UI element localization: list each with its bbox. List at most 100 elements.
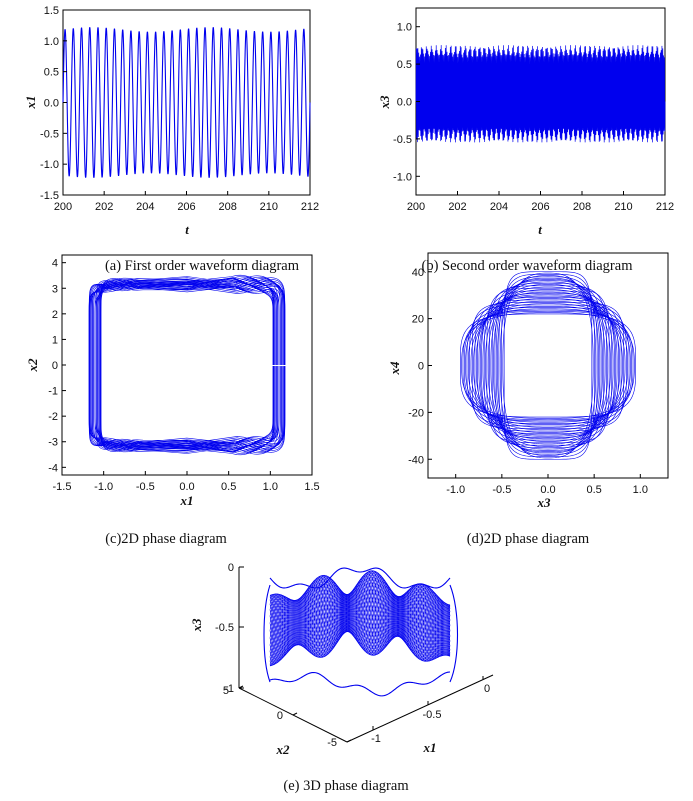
panel-a-ylabel: x1 xyxy=(23,96,38,110)
panel-d-orbit-loop xyxy=(501,274,595,457)
panel-d-orbit-loop xyxy=(493,281,603,450)
panel-c-orbit-loop xyxy=(96,277,278,453)
panel-d-orbit-loop xyxy=(467,305,629,426)
x-tick-label: -1.5 xyxy=(53,481,72,493)
panel-a-series-x1 xyxy=(62,27,311,178)
panel-e-ylabel: x2 xyxy=(276,742,291,757)
panel-e-3d-phase: 0-0.5-150-5 -1-0.50 x2 x1 x3 (e) 3D phase… xyxy=(189,562,494,794)
panel-d-orbit-loop xyxy=(491,282,605,449)
panel-d-orbit-loop xyxy=(489,285,607,446)
panel-d-orbit-loop xyxy=(485,289,611,442)
panel-b-second-order-waveform: 200 202 204 206 208 210 212 1.0 0.5 0.0 -0.5 -1.0 t… xyxy=(377,7,674,274)
y-tick-label: 4 xyxy=(52,258,58,270)
panel-d-orbit-loop xyxy=(463,309,633,422)
panel-d-orbit-loop xyxy=(478,295,618,436)
panel-d-caption: (d)2D phase diagram xyxy=(467,531,590,547)
y-tick-label: -5 xyxy=(327,737,337,749)
y-tick-label: 40 xyxy=(412,267,424,279)
panel-c-orbit-loop xyxy=(92,276,282,454)
panel-e-envelope-top xyxy=(269,567,451,589)
panel-c-2d-phase-x1-x2: -1.5 -1.0 -0.5 0.0 0.5 1.0 1.5 4 3 2 1 0 -1 -2 -3 -4 x1… xyxy=(25,254,320,547)
x-tick-label: 0.5 xyxy=(587,484,602,496)
y-tick-mark xyxy=(346,739,352,743)
z-tick-label: -0.5 xyxy=(215,622,234,634)
y-tick-label: 20 xyxy=(412,314,424,326)
y-tick-label: 0 xyxy=(52,360,58,372)
panel-c-orbit-loop xyxy=(88,282,286,448)
y-tick-label: 0.5 xyxy=(44,67,59,79)
x-tick-label: -1.0 xyxy=(94,481,113,493)
y-tick-label: -2 xyxy=(48,411,58,423)
x-tick-label: 204 xyxy=(490,201,508,213)
panel-d-ylabel: x4 xyxy=(387,361,402,376)
panel-d-orbit-loop xyxy=(483,290,613,441)
panel-c-orbit-loop xyxy=(89,279,285,451)
y-tick-label: -0.5 xyxy=(393,134,412,146)
panel-e-trajectory-strand xyxy=(269,571,451,662)
panel-d-orbit-loop xyxy=(498,276,598,455)
panel-c-orbit-loop xyxy=(93,285,281,445)
panel-c-orbit-loop xyxy=(89,281,285,449)
panel-a-caption: (a) First order waveform diagram xyxy=(105,258,300,274)
panel-d-ticks: -1.0 -0.5 0.0 0.5 1.0 40 20 0 -20 -40 xyxy=(408,267,648,496)
panel-c-orbit-loop xyxy=(100,276,274,454)
x-tick-label: 210 xyxy=(260,201,278,213)
x-tick-label: 206 xyxy=(531,201,549,213)
panel-a-xlabel: t xyxy=(185,222,189,237)
x-tick-label: 208 xyxy=(573,201,591,213)
panel-a-traces xyxy=(62,27,311,178)
panel-c-orbit-loop xyxy=(98,278,276,452)
panel-c-orbit-loop xyxy=(100,279,274,451)
panel-d-orbit-loop xyxy=(497,277,599,454)
y-tick-label: 1.5 xyxy=(44,5,59,17)
y-tick-label: 0.0 xyxy=(44,98,59,110)
x-tick-label: -0.5 xyxy=(136,481,155,493)
panel-a-ticks: 200 202 204 206 208 210 212 1.5 1.0 0.5 0.0 -0.5 -1.… xyxy=(40,5,319,213)
panel-d-traces xyxy=(460,271,636,460)
z-tick-label: -1 xyxy=(224,683,234,695)
y-tick-label: -1.0 xyxy=(393,171,412,183)
z-tick-label: 0 xyxy=(228,562,234,574)
panel-d-orbit-loop xyxy=(503,271,593,460)
panel-e-traces xyxy=(263,567,458,697)
y-tick-mark xyxy=(238,685,244,689)
x-tick-label: 208 xyxy=(218,201,236,213)
y-tick-label: 1 xyxy=(52,334,58,346)
panel-b-xlabel: t xyxy=(538,222,542,237)
panel-e-trajectory-strand xyxy=(269,572,451,661)
panel-c-ticks: -1.5 -1.0 -0.5 0.0 0.5 1.0 1.5 4 3 2 1 0 -1 -2 -3 -4 xyxy=(48,258,319,493)
y-tick-label: -0.5 xyxy=(40,128,59,140)
panel-d-orbit-loop xyxy=(494,280,602,451)
panel-b-traces xyxy=(415,45,666,143)
y-tick-label: -20 xyxy=(408,407,424,419)
x-tick-label: 202 xyxy=(95,201,113,213)
panel-c-xlabel: x1 xyxy=(180,493,194,508)
panel-b-ylabel: x3 xyxy=(377,95,392,110)
panel-e-trajectory-strand xyxy=(269,570,451,662)
panel-e-envelope-bottom xyxy=(269,671,451,697)
panel-b-ticks: 200 202 204 206 208 210 212 1.0 0.5 0.0 -0.5 -1.0 xyxy=(393,22,674,213)
panel-e-trajectory-strand xyxy=(269,571,451,661)
panel-c-orbit-loop xyxy=(97,280,277,450)
x-tick-label: 210 xyxy=(614,201,632,213)
panel-d-orbit-loop xyxy=(462,311,634,420)
panel-d-orbit-loop xyxy=(466,307,630,424)
panel-c-orbit-loop xyxy=(96,281,278,449)
panel-c-orbit-loop xyxy=(100,282,274,448)
y-tick-label: 0.5 xyxy=(397,59,412,71)
x-tick-label: 200 xyxy=(54,201,72,213)
panel-c-orbit-loop xyxy=(97,277,277,453)
y-tick-label: 3 xyxy=(52,283,58,295)
y-tick-label: 0 xyxy=(418,361,424,373)
panel-e-envelope-left xyxy=(263,584,271,683)
y-tick-label: -40 xyxy=(408,454,424,466)
y-tick-label: 0 xyxy=(277,710,283,722)
panel-c-orbit-loop xyxy=(88,277,286,453)
x-tick-label: -1 xyxy=(371,733,381,745)
y-tick-label: -1.5 xyxy=(40,190,59,202)
y-tick-label: 2 xyxy=(52,309,58,321)
panel-e-trajectory-strand xyxy=(269,573,451,660)
x-tick-label: 1.0 xyxy=(633,484,648,496)
y-tick-label: 1.0 xyxy=(44,36,59,48)
